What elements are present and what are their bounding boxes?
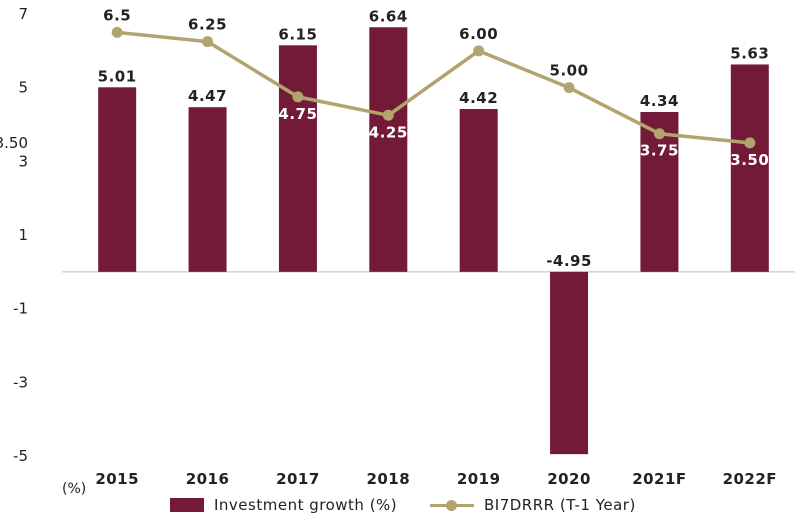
line-data-label: 3.75 xyxy=(640,142,679,160)
legend-item-bi7drrr: BI7DRRR (T-1 Year) xyxy=(430,496,636,514)
line-point-bi7drrr xyxy=(744,137,756,149)
bar-data-label: -4.95 xyxy=(546,252,592,270)
y-tick-label: 3.50 xyxy=(0,134,28,152)
line-point-bi7drrr xyxy=(202,36,214,48)
y-tick-label: -3 xyxy=(13,373,28,391)
legend-item-investment-growth: Investment growth (%) xyxy=(170,496,397,514)
bar-data-label: 4.47 xyxy=(188,87,227,105)
bar-data-label: 4.42 xyxy=(459,89,498,107)
line-data-label: 6.25 xyxy=(188,16,227,34)
bar-data-label: 5.63 xyxy=(730,44,769,62)
legend-label-investment-growth: Investment growth (%) xyxy=(214,496,398,514)
line-bi7drrr xyxy=(117,30,750,145)
x-tick-label: 2022F xyxy=(723,470,778,488)
x-tick-label: 2020 xyxy=(547,470,591,488)
x-tick-label: 2019 xyxy=(457,470,501,488)
legend-label-bi7drrr: BI7DRRR (T-1 Year) xyxy=(484,496,636,514)
chart-canvas: 753.5031-1-3-55.014.476.156.644.42-4.954… xyxy=(0,5,795,488)
x-tick-label: 2017 xyxy=(276,470,320,488)
bar-investment-growth xyxy=(550,271,589,455)
y-tick-label: -5 xyxy=(13,447,28,465)
x-tick-label: 2018 xyxy=(366,470,410,488)
line-data-label: 6.00 xyxy=(459,25,498,43)
bar-investment-growth xyxy=(278,45,317,272)
line-point-bi7drrr xyxy=(292,91,304,103)
line-data-label: 4.25 xyxy=(369,123,408,141)
bar-investment-growth xyxy=(730,64,769,272)
line-point-bi7drrr xyxy=(563,82,575,94)
bar-data-label: 6.64 xyxy=(369,7,408,25)
y-tick-label: 7 xyxy=(18,5,28,23)
chart-legend: Investment growth (%) BI7DRRR (T-1 Year) xyxy=(0,490,800,520)
line-point-bi7drrr xyxy=(473,45,485,57)
bar-investment-growth xyxy=(188,107,227,272)
bar-investment-growth xyxy=(369,27,408,272)
bar-data-label: 5.01 xyxy=(98,67,137,85)
x-tick-label: 2021F xyxy=(632,470,687,488)
x-tick-label: 2016 xyxy=(186,470,230,488)
line-point-bi7drrr xyxy=(111,26,123,38)
line-point-bi7drrr xyxy=(653,128,665,140)
y-axis-unit-label: (%) xyxy=(62,481,87,497)
y-tick-label: -1 xyxy=(13,300,28,318)
legend-bar-swatch xyxy=(170,498,204,512)
line-point-bi7drrr xyxy=(382,109,394,121)
bar-data-label: 6.15 xyxy=(278,25,317,43)
line-data-label: 6.5 xyxy=(103,6,131,24)
y-tick-label: 3 xyxy=(18,152,28,170)
bar-investment-growth xyxy=(459,109,498,272)
line-data-label: 5.00 xyxy=(550,62,589,80)
y-tick-label: 1 xyxy=(18,226,28,244)
line-data-label: 4.75 xyxy=(278,105,317,123)
y-tick-label: 5 xyxy=(18,79,28,97)
bar-data-label: 4.34 xyxy=(640,92,679,110)
bar-investment-growth xyxy=(98,87,137,272)
legend-line-swatch xyxy=(430,498,474,512)
line-data-label: 3.50 xyxy=(730,151,769,169)
x-tick-label: 2015 xyxy=(95,470,139,488)
